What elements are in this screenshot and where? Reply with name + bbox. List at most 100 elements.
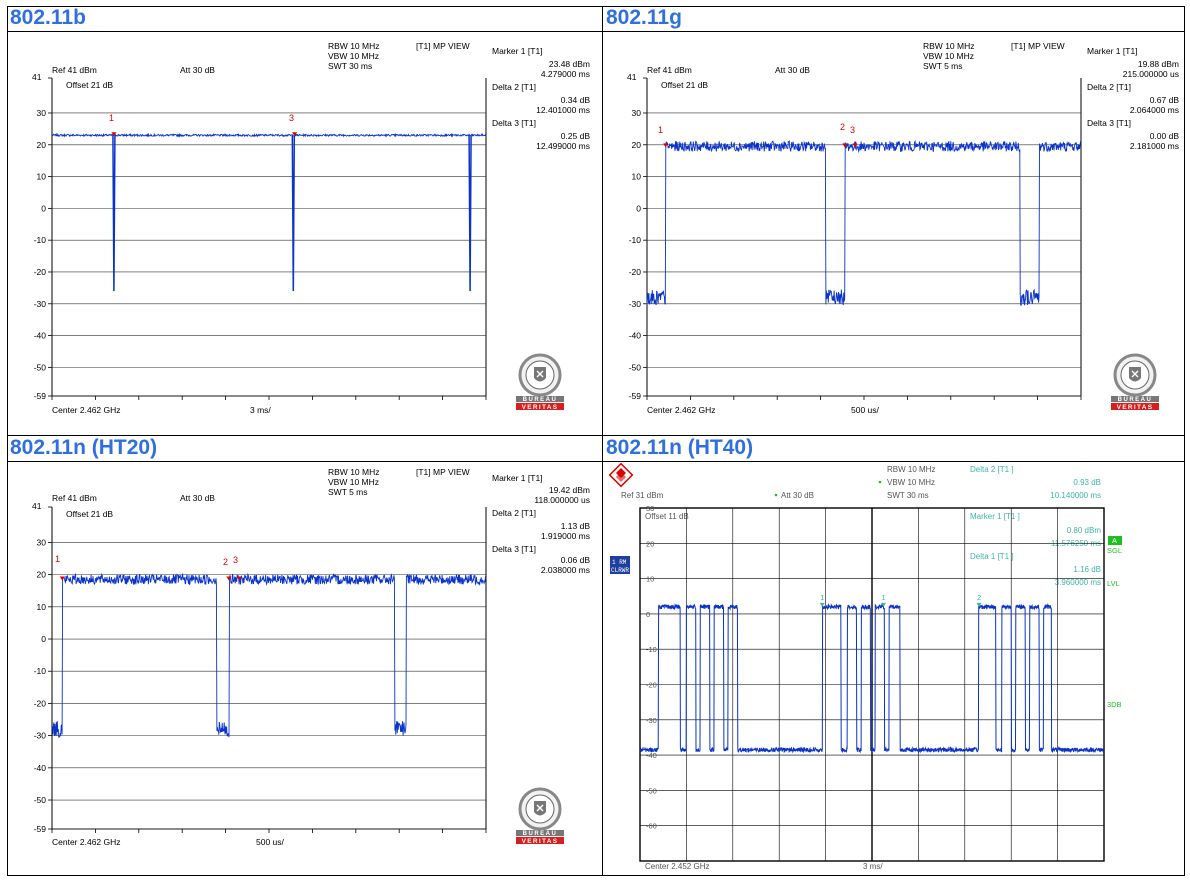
y-tick-label: -20 [646, 681, 657, 690]
pulse-dip [468, 135, 472, 292]
grid-hline-1 [7, 31, 1185, 32]
delta3-time: 2.181000 ms [1130, 141, 1179, 151]
signal-trace [646, 139, 1082, 306]
swt-label: SWT 5 ms [923, 61, 963, 71]
delta3-value: 0.06 dB [561, 555, 591, 565]
delta2-time: 1.919000 ms [541, 531, 590, 541]
marker-triangle [852, 143, 858, 148]
delta2-time: 10.140000 ms [1050, 491, 1101, 500]
panel-title-g: 802.11g [606, 6, 682, 29]
center-label: Center 2.462 GHz [52, 837, 121, 847]
vbw-label: VBW 10 MHz [923, 51, 974, 61]
marker-triangle [976, 602, 982, 607]
y-tick-label: -40 [34, 763, 47, 773]
marker-tag-1: 1 [109, 113, 114, 123]
chart-80211b: RBW 10 MHz VBW 10 MHz SWT 30 ms [T1] MP … [32, 41, 591, 415]
y-tick-label: -40 [629, 331, 642, 341]
swt-label: SWT 30 ms [887, 491, 929, 500]
marker-tag: 1 [820, 593, 824, 602]
signal-trace [51, 132, 487, 138]
y-tick-label: -20 [34, 267, 47, 277]
marker-triangle [842, 143, 848, 148]
ref-label: Ref 41 dBm [52, 493, 97, 503]
logo-text-bureau: BUREAU [1118, 397, 1153, 403]
pulse-dip [291, 135, 296, 292]
panel-title-n20: 802.11n (HT20) [10, 436, 158, 459]
chart-80211g: RBW 10 MHz VBW 10 MHz SWT 5 ms [T1] MP V… [627, 41, 1179, 415]
chart-80211n-ht20: RBW 10 MHz VBW 10 MHz SWT 5 ms [T1] MP V… [32, 467, 591, 847]
top-tick: 41 [627, 72, 637, 82]
top-tick: 41 [32, 501, 42, 511]
rs-logo-icon [608, 463, 634, 488]
vbw-label: VBW 10 MHz [328, 51, 379, 61]
offset-label: Offset 21 dB [661, 80, 708, 90]
rbw-label: RBW 10 MHz [328, 467, 379, 477]
trace-box: 1 RM CLRWR [610, 556, 630, 574]
span-label: 3 ms/ [250, 405, 271, 415]
logo-text-bureau: BUREAU [523, 831, 558, 837]
side-sgl: SGL [1107, 546, 1122, 555]
y-tick-label: -10 [629, 235, 642, 245]
delta2-value: 1.13 dB [561, 521, 591, 531]
y-tick-label: -50 [34, 362, 47, 372]
ref-label: Ref 41 dBm [52, 65, 97, 75]
delta1-value: 1.16 dB [1073, 565, 1101, 574]
logo-band-bottom [516, 403, 564, 410]
rbw-label: RBW 10 MHz [923, 41, 974, 51]
side-a-box [1108, 536, 1122, 545]
offset-label: Offset 11 dB [645, 512, 689, 521]
y-tick-label: -30 [629, 299, 642, 309]
view-label: [T1] MP VIEW [416, 467, 470, 477]
y-tick-label: 30 [37, 108, 47, 118]
grid-frame [7, 6, 1185, 876]
grid-hline-2 [7, 435, 1185, 436]
marker-triangle [292, 132, 298, 137]
marker-triangle [59, 576, 65, 581]
marker1-value: 19.88 dBm [1138, 59, 1179, 69]
delta3-label: Delta 3 [T1] [492, 118, 536, 128]
marker-triangle [226, 576, 232, 581]
ref-label: Ref 31 dBm [621, 491, 664, 500]
logo-text-veritas: VERITAS [522, 838, 559, 845]
marker1-label: Marker 1 [T1] [492, 473, 543, 483]
delta1-label: Delta 1 [T1 ] [970, 552, 1014, 561]
logo-band-bottom [1111, 403, 1159, 410]
y-tick-label: -10 [646, 645, 657, 654]
grid-hline-3 [7, 461, 1185, 462]
y-tick-label: -30 [34, 731, 47, 741]
side-3db: 3DB [1107, 700, 1122, 709]
y-tick-label: -30 [34, 299, 47, 309]
delta3-value: 0.25 dB [561, 131, 591, 141]
y-tick-label: -59 [629, 391, 642, 401]
marker-triangle [663, 143, 669, 148]
y-tick-label: -20 [629, 267, 642, 277]
y-tick-label: -50 [646, 786, 657, 795]
logo-text-veritas: VERITAS [1117, 404, 1154, 411]
chart-80211n-ht40: RBW 10 MHz VBW 10 MHz SWT 30 ms Ref 31 d… [608, 463, 1122, 871]
y-tick-label: 30 [646, 504, 654, 513]
y-tick-label: -59 [34, 391, 47, 401]
view-label: [T1] MP VIEW [416, 41, 470, 51]
marker-tag: 1 [881, 593, 885, 602]
y-tick-label: 0 [636, 203, 641, 213]
panel-title-b: 802.11b [10, 6, 86, 29]
view-label: [T1] MP VIEW [1011, 41, 1065, 51]
logo-cross-icon [536, 370, 544, 378]
delta3-label: Delta 3 [T1] [1087, 118, 1131, 128]
logo-band-top [1111, 396, 1159, 402]
pulse-dip [112, 135, 116, 292]
y-tick-label: -10 [34, 666, 47, 676]
marker1-label: Marker 1 [T1] [1087, 46, 1138, 56]
center-label: Center 2.462 GHz [647, 405, 716, 415]
marker1-time: 215.000000 us [1123, 69, 1179, 79]
delta2-label: Delta 2 [T1] [492, 82, 536, 92]
marker1-label: Marker 1 [T1 ] [970, 512, 1020, 521]
marker1-time: 4.279000 ms [541, 69, 590, 79]
y-tick-label: 30 [632, 108, 642, 118]
ref-label: Ref 41 dBm [647, 65, 692, 75]
delta1-time: 3.960000 ms [1055, 578, 1101, 587]
